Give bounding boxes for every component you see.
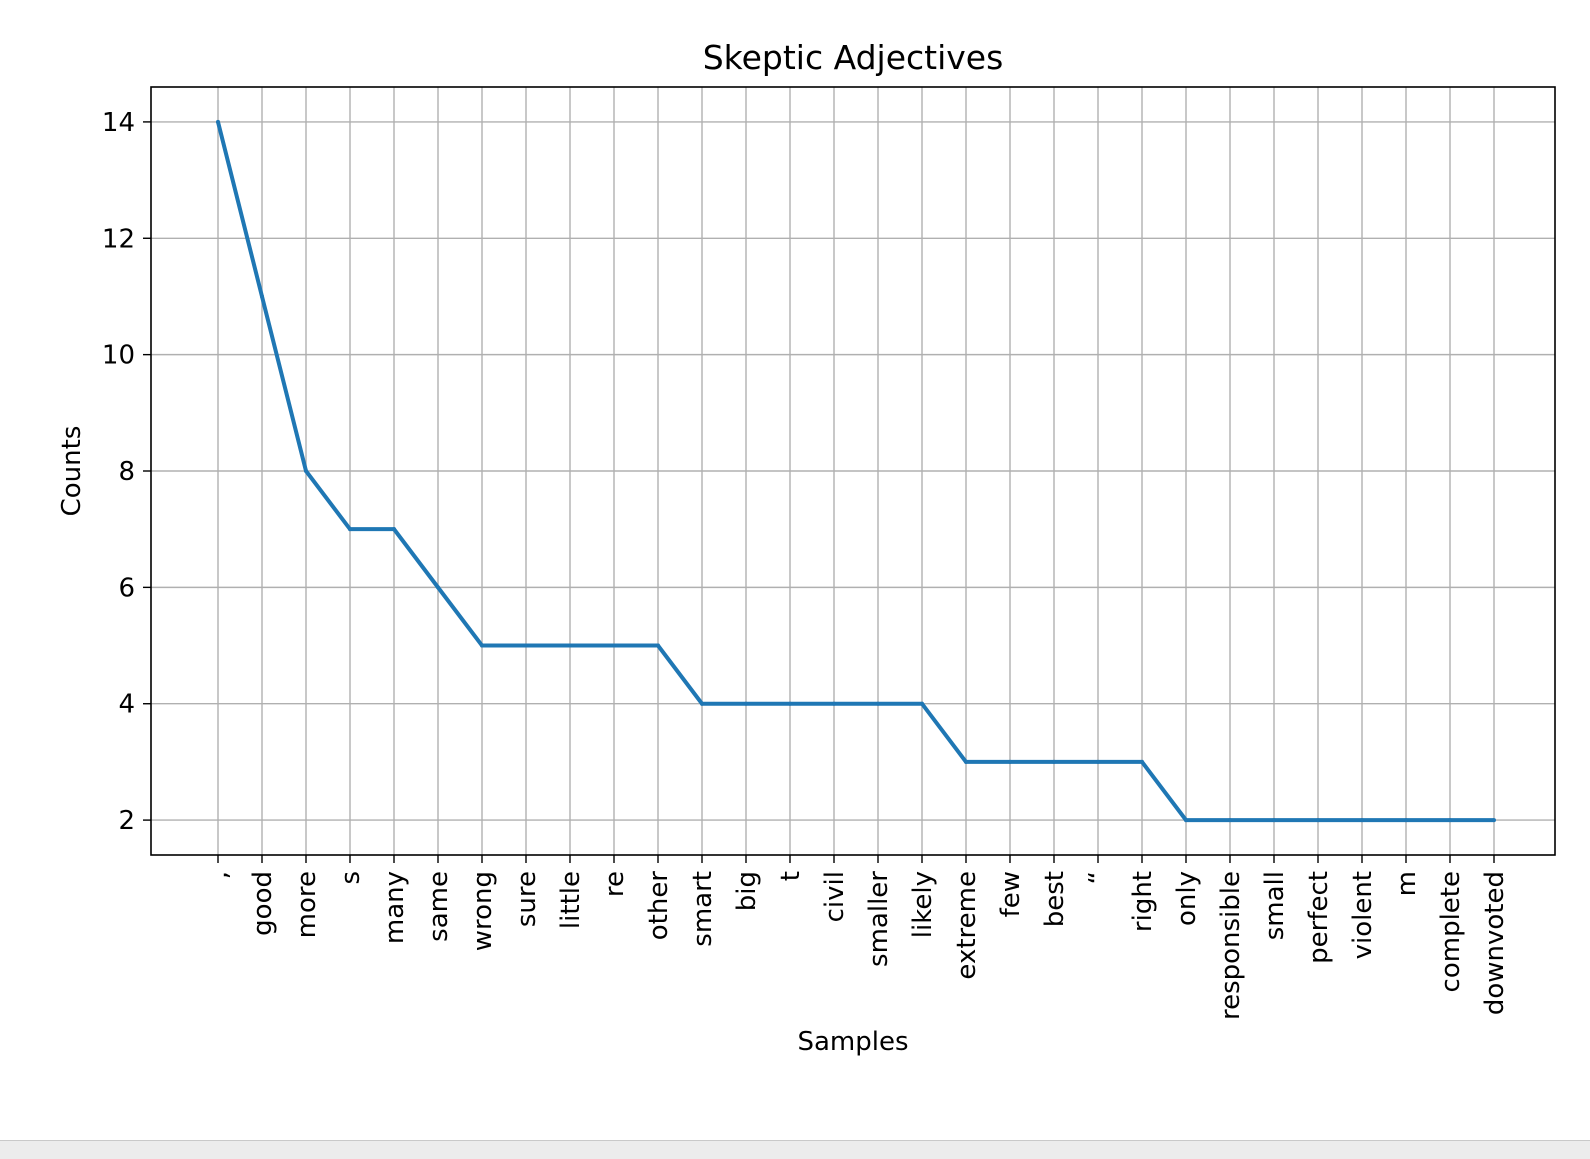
data-point <box>1492 818 1496 823</box>
x-tick-label: , <box>204 871 234 879</box>
x-tick-label: only <box>1172 871 1202 926</box>
data-point <box>1316 818 1320 823</box>
data-point <box>1228 818 1232 823</box>
data-point <box>744 701 748 706</box>
x-tick-label: good <box>248 871 278 936</box>
y-tick-label: 14 <box>102 108 135 138</box>
grid <box>151 87 1555 855</box>
y-tick-label: 8 <box>118 457 135 487</box>
data-point <box>1096 759 1100 764</box>
x-tick-label: smart <box>688 871 718 947</box>
data-point <box>1272 818 1276 823</box>
x-tick-label: re <box>600 871 630 897</box>
data-point <box>964 759 968 764</box>
x-tick-label: best <box>1040 871 1070 927</box>
data-point <box>304 469 308 473</box>
x-tick-label: wrong <box>468 871 498 951</box>
data-point <box>656 643 660 648</box>
x-tick-label: m <box>1392 871 1422 896</box>
window-status-strip <box>0 1140 1590 1159</box>
data-point <box>260 294 264 299</box>
data-point <box>216 119 220 124</box>
data-point <box>1008 759 1012 764</box>
x-tick-label: few <box>996 871 1026 917</box>
data-point <box>392 527 396 532</box>
x-tick-label: t <box>776 871 806 881</box>
y-tick-label: 6 <box>118 573 135 603</box>
x-tick-label: likely <box>908 871 938 938</box>
x-tick-label: s <box>336 871 366 885</box>
x-tick-label: little <box>556 871 586 929</box>
data-point <box>568 643 572 648</box>
y-tick-label: 2 <box>118 806 135 836</box>
data-point <box>480 643 484 648</box>
x-tick-label: same <box>424 871 454 942</box>
x-tick-label: big <box>732 871 762 911</box>
x-tick-label: many <box>380 871 410 944</box>
y-axis-label: Counts <box>57 426 87 517</box>
series-line <box>216 121 1494 823</box>
y-tick-label: 12 <box>102 224 135 254</box>
data-point <box>1184 818 1188 823</box>
data-point <box>700 701 704 706</box>
y-tick-label: 4 <box>118 690 135 720</box>
x-tick-label: sure <box>512 871 542 927</box>
x-tick-label: small <box>1260 871 1290 940</box>
x-tick-label: civil <box>820 871 850 922</box>
y-tick-label: 10 <box>102 341 135 371</box>
x-tick-label: right <box>1128 871 1158 932</box>
x-tick-label: more <box>292 871 322 938</box>
data-point <box>524 643 528 648</box>
data-point <box>1052 759 1056 764</box>
data-point <box>436 585 440 590</box>
x-tick-label: violent <box>1348 871 1378 959</box>
x-tick-label: smaller <box>864 871 894 967</box>
x-tick-label: “ <box>1084 871 1114 884</box>
data-point <box>920 701 924 706</box>
chart-title: Skeptic Adjectives <box>703 38 1004 77</box>
data-point <box>612 643 616 648</box>
x-axis: , good more s many same wrong sure little re other… <box>204 855 1510 1020</box>
x-tick-label: responsible <box>1216 871 1246 1020</box>
data-point <box>832 701 836 706</box>
x-tick-label: other <box>644 871 674 941</box>
data-point <box>1360 818 1364 823</box>
data-point <box>348 527 352 532</box>
x-tick-label: extreme <box>952 871 982 980</box>
x-axis-label: Samples <box>797 1027 908 1057</box>
data-point <box>1140 759 1144 764</box>
data-point <box>1448 818 1452 823</box>
x-tick-label: perfect <box>1304 871 1334 964</box>
x-tick-label: complete <box>1436 871 1466 992</box>
series-layer <box>216 119 1496 823</box>
data-point <box>1404 818 1408 823</box>
x-tick-label: downvoted <box>1480 871 1510 1015</box>
data-point <box>876 701 880 706</box>
data-point <box>788 701 792 706</box>
y-axis: 2 4 6 8 10 12 14 <box>102 108 151 836</box>
